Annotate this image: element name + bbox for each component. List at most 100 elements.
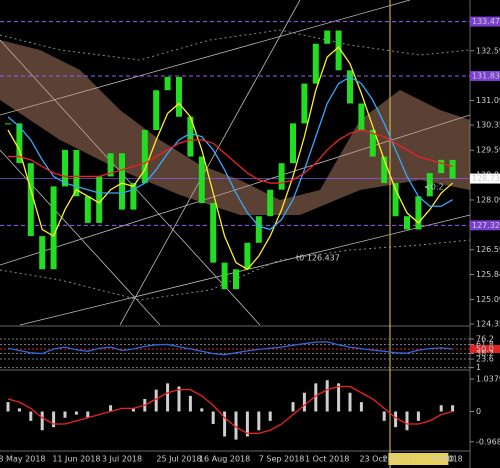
y-tick-label: 124.35 — [476, 320, 500, 329]
x-tick-label: 16 Aug 2018 — [199, 455, 250, 464]
candle — [16, 123, 23, 164]
level-tag — [470, 345, 500, 353]
histogram-bar — [166, 383, 170, 412]
candle — [244, 242, 251, 270]
histogram-bar — [223, 411, 227, 437]
y-tick-label: 50.0 — [476, 345, 494, 354]
histogram-bar — [337, 383, 341, 412]
time-tag — [388, 453, 449, 465]
y-tick-label: 132.59 — [476, 46, 500, 55]
candle — [153, 90, 160, 131]
y-tick-label: 131.09 — [476, 96, 500, 105]
y-tick-label: 125.84 — [476, 270, 500, 279]
candle — [84, 196, 91, 223]
cloud — [0, 40, 470, 215]
histogram-bar — [268, 411, 272, 421]
candle — [210, 202, 217, 263]
histogram-bar — [439, 405, 443, 412]
candle — [187, 116, 194, 157]
candle — [233, 269, 239, 290]
candle — [5, 123, 11, 125]
y-tick-label: 130.35 — [476, 121, 500, 130]
x-tick-label: 3 Jul 2018 — [102, 455, 142, 464]
histogram-bar — [74, 411, 78, 415]
last-price-label: 128.736 — [472, 174, 500, 183]
histogram-bar — [211, 411, 215, 424]
histogram-bar — [63, 411, 67, 418]
indicator-line — [7, 76, 453, 231]
y-tick-label: 126.59 — [476, 245, 500, 254]
envelope-lines — [0, 29, 471, 301]
candle — [50, 186, 57, 270]
x-tick-label: 7 Sep 2018 — [259, 455, 305, 464]
histogram-bar — [40, 411, 44, 431]
histogram-bar — [86, 411, 90, 418]
candle — [426, 173, 433, 197]
x-tick-label: 2018.11.12 00:00 — [383, 455, 454, 464]
x-tick-label: 2018 — [442, 455, 462, 464]
candle — [404, 216, 410, 230]
histogram-bar — [29, 411, 33, 421]
candle — [415, 196, 422, 230]
annotation: t0 126.437 — [296, 254, 340, 263]
candle — [312, 43, 319, 84]
candle — [107, 153, 114, 177]
candle — [358, 103, 365, 131]
candle — [39, 236, 46, 270]
y-tick-label: 1.0379 — [476, 375, 500, 384]
histogram-bar — [109, 405, 113, 412]
level-tag — [470, 16, 500, 27]
candle — [267, 189, 274, 217]
candle — [62, 149, 68, 187]
candle — [381, 156, 388, 184]
x-tick-label: 18 May 2018 — [0, 455, 45, 464]
x-tick-label: 1 Oct 2018 — [305, 455, 349, 464]
candle — [278, 163, 285, 190]
candle — [73, 149, 80, 197]
indicator-line — [8, 129, 453, 184]
candle — [176, 76, 182, 117]
level-tag — [470, 70, 500, 81]
indicator-line — [7, 46, 454, 271]
histogram-bar — [52, 411, 56, 428]
y-tick-label: 125.09 — [476, 295, 500, 304]
candle — [290, 123, 296, 164]
histogram-bar — [154, 389, 158, 412]
y-tick-label: 38.2 — [476, 349, 494, 358]
histogram-bar — [314, 383, 318, 412]
histogram-bar — [200, 408, 204, 412]
candle — [221, 262, 228, 290]
histogram-bar — [177, 386, 181, 412]
candle — [449, 159, 456, 179]
histogram-bar — [188, 395, 192, 412]
y-tick-label: -0.9681 — [476, 437, 500, 446]
level-label: 133.47 — [472, 17, 500, 26]
y-tick-label: 61.8 — [476, 340, 494, 349]
candle — [335, 30, 342, 71]
last-price-tag — [470, 173, 500, 184]
annotation: <0:2 — [424, 183, 444, 192]
histogram-bar — [131, 408, 135, 412]
candle — [369, 130, 376, 157]
candle — [164, 76, 171, 91]
level-label: 127.326 — [472, 221, 500, 230]
histogram-bar — [394, 411, 398, 428]
x-tick-label: 11 Jun 2018 — [52, 455, 100, 464]
histogram-bar — [245, 411, 249, 437]
histogram-bar — [359, 402, 363, 412]
y-tick-label: 0 — [476, 407, 481, 416]
histogram-bar — [325, 380, 329, 412]
x-tick-label: 23 Oct 2018 — [359, 455, 408, 464]
y-tick-label: 23.6 — [476, 355, 494, 364]
histogram-bar — [405, 411, 409, 431]
candle — [119, 153, 125, 210]
histogram-bar — [6, 402, 10, 412]
histogram-bar — [451, 405, 455, 412]
level-label: 131.830 — [472, 71, 500, 80]
histogram-bar — [416, 411, 420, 421]
y-tick-label: 76.2 — [476, 335, 494, 344]
candle — [255, 216, 262, 243]
y-tick-label: 129.59 — [476, 146, 500, 155]
